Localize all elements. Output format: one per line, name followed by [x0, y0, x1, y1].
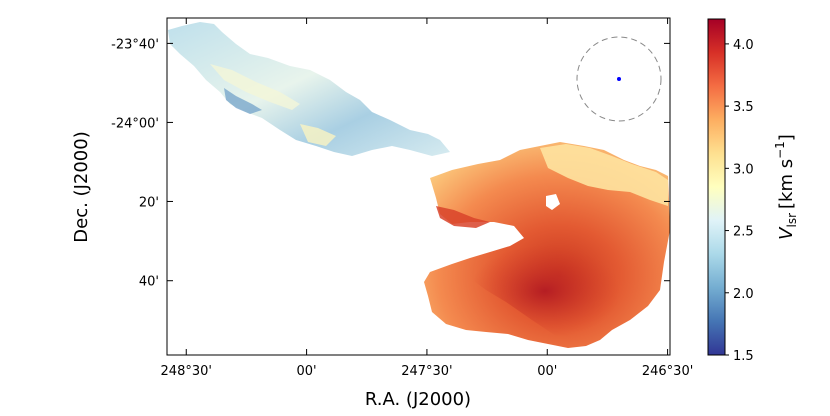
- y-tick-label: 20': [139, 195, 159, 210]
- colorbar-label-exp: −1: [773, 141, 787, 159]
- x-axis-title: R.A. (J2000): [365, 389, 471, 410]
- cloud-hot-core: [470, 244, 620, 338]
- filament-yellow-patch: [300, 124, 336, 146]
- x-axis-ticks: 248°30' 00' 247°30' 00' 246°30': [161, 18, 693, 379]
- beam-dot: [617, 77, 621, 81]
- plot-area: [166, 17, 671, 356]
- colorbar-label-sub: lsr: [785, 213, 799, 228]
- filament-light-band: [210, 64, 300, 110]
- colorbar-tick-label: 3.5: [733, 100, 754, 115]
- colorbar-tick-label: 3.0: [733, 162, 754, 177]
- plot-frame: [166, 17, 671, 356]
- cloud-left-red-lobe: [436, 206, 490, 228]
- x-tick-label: 00': [297, 364, 317, 379]
- x-tick-label: 248°30': [161, 364, 212, 379]
- colorbar-tick-label: 2.0: [733, 287, 754, 302]
- cloud-upper-yellow: [540, 144, 668, 206]
- colorbar-label: Vlsr [km s−1]: [773, 134, 799, 240]
- filament-region: [168, 22, 450, 156]
- y-tick-label: 40': [139, 275, 159, 290]
- y-axis-title: Dec. (J2000): [71, 131, 92, 242]
- y-tick-label: -24°00': [111, 116, 159, 131]
- x-tick-label: 00': [537, 364, 557, 379]
- beam-circle: [576, 36, 662, 122]
- y-axis-ticks: -23°40' -24°00' 20' 40': [111, 37, 670, 290]
- colorbar-tick-label: 2.5: [733, 225, 754, 240]
- velocity-map: [168, 22, 670, 348]
- colorbar-tick-label: 4.0: [733, 38, 754, 53]
- x-tick-label: 246°30': [642, 364, 693, 379]
- colorbar: 1.5 2.0 2.5 3.0 3.5 4.0 Vlsr [km s−1]: [707, 18, 799, 364]
- colorbar-label-main: V: [776, 226, 797, 240]
- colorbar-gradient: [707, 18, 726, 356]
- colorbar-tick-label: 1.5: [733, 349, 754, 364]
- colorbar-label-unit: [km s: [776, 159, 797, 209]
- cloud-hole: [546, 194, 560, 210]
- y-tick-label: -23°40': [111, 37, 159, 52]
- colorbar-ticks: 1.5 2.0 2.5 3.0 3.5 4.0: [725, 38, 754, 364]
- x-tick-label: 247°30': [401, 364, 452, 379]
- colorbar-label-end: ]: [776, 134, 797, 141]
- filament-dark-edge: [224, 88, 262, 114]
